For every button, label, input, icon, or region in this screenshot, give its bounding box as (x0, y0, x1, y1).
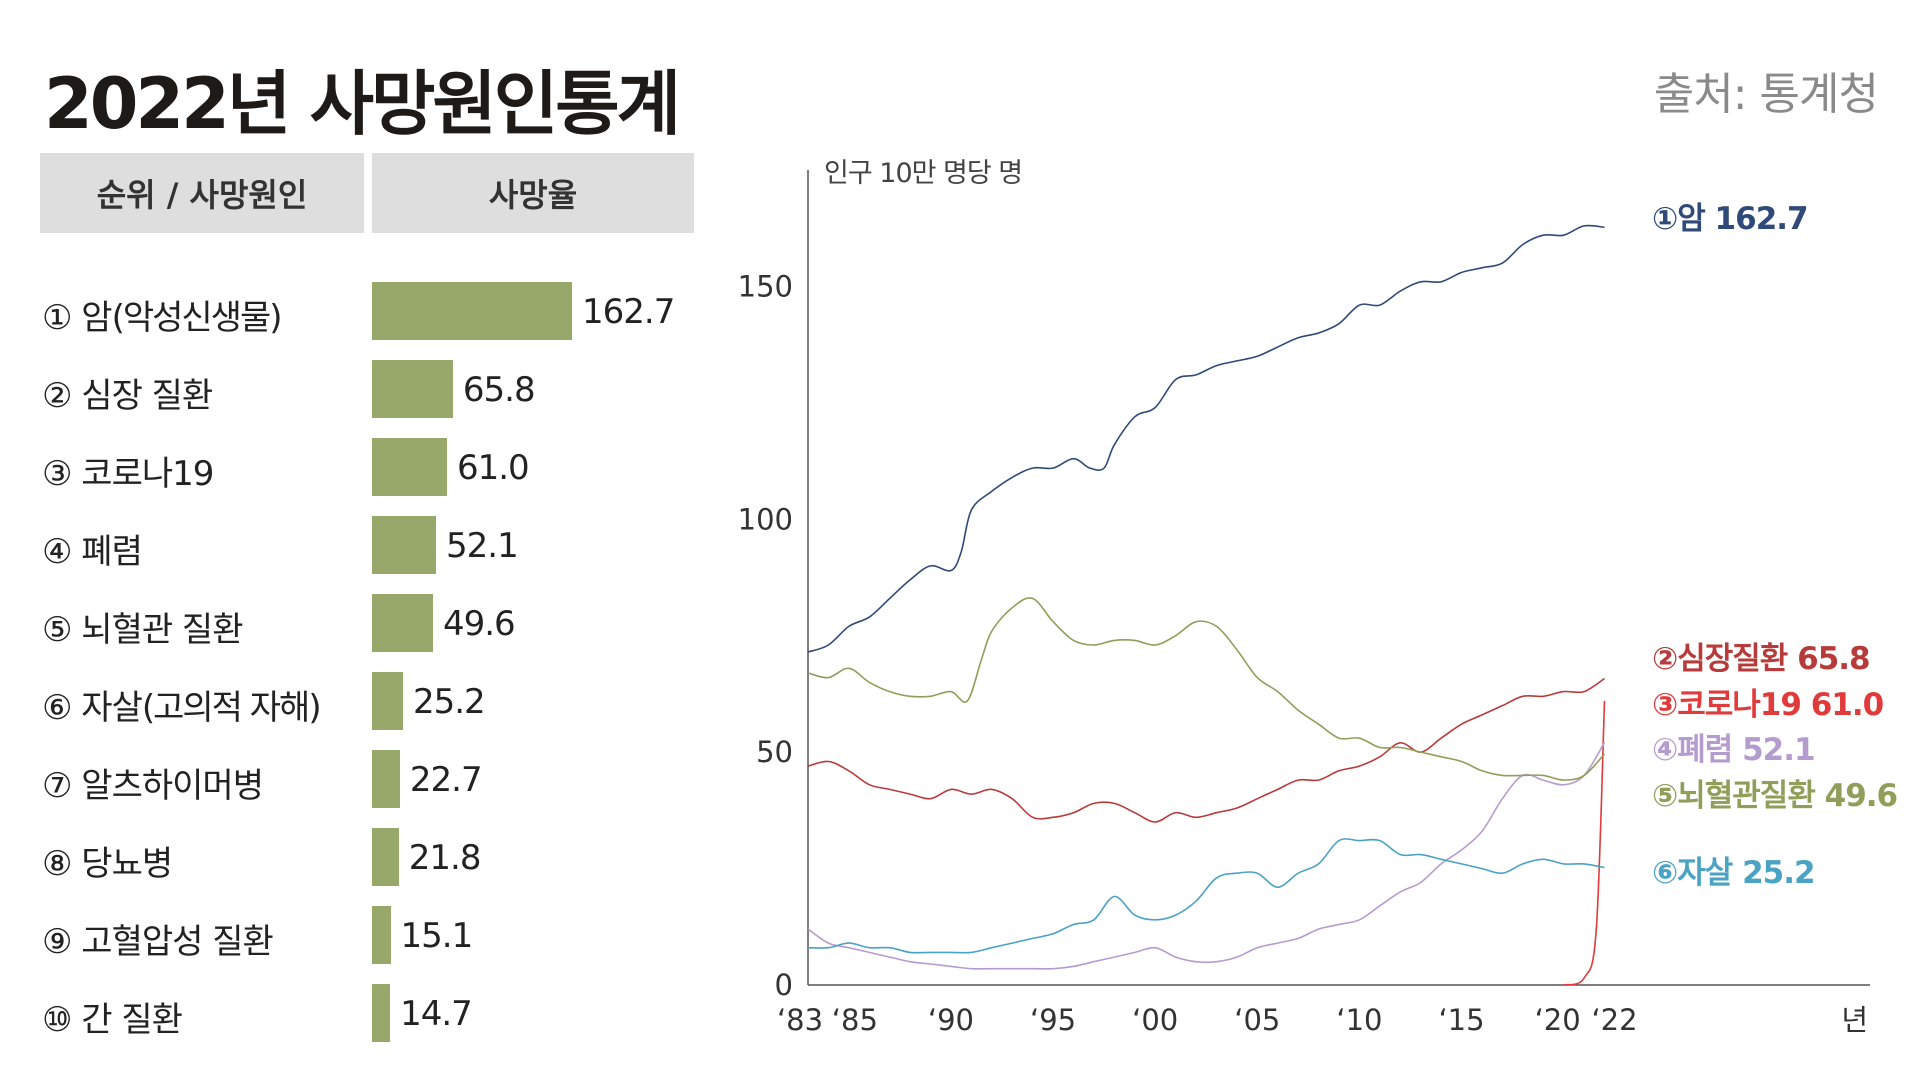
source-label: 출처: 통계청 (1653, 69, 1879, 120)
x-tick-label: ‘15 (1438, 1003, 1484, 1037)
series-line-suicide (807, 838, 1605, 954)
rate-bar (372, 906, 391, 964)
x-tick-label: ‘05 (1234, 1003, 1280, 1037)
rate-value: 22.7 (409, 760, 483, 800)
cause-detail: (악성신생물) (111, 298, 283, 338)
x-tick-label: ‘20 (1535, 1003, 1581, 1037)
rate-bar (372, 516, 437, 574)
ranking-row: ⑦ 알츠하이머병 22.7 (0, 750, 700, 814)
ranking-row: ⑧ 당뇨병 21.8 (0, 828, 700, 892)
cause-name: ④ 폐렴 (42, 532, 143, 572)
series-line-cancer (807, 224, 1605, 653)
ranking-row: ③ 코로나19 61.0 (0, 438, 700, 502)
rate-value: 21.8 (408, 838, 482, 878)
cause-label: ⑨ 고혈압성 질환 (42, 914, 274, 963)
rate-value: 65.8 (462, 370, 536, 410)
series-label-corona: ③코로나19 61.0 (1652, 687, 1884, 723)
series-label-heart: ②심장질환 65.8 (1652, 641, 1870, 677)
ranking-row: ④ 폐렴 52.1 (0, 516, 700, 580)
y-axis-unit-label: 인구 10만 명당 명 (824, 158, 1022, 189)
rate-bar (372, 438, 447, 496)
rate-bar (372, 750, 400, 808)
y-tick-label: 100 (738, 502, 793, 536)
x-tick-label: ‘90 (928, 1003, 974, 1037)
rate-value: 14.7 (400, 994, 473, 1034)
cause-name: ③ 코로나19 (42, 454, 214, 494)
ranking-row: ⑤ 뇌혈관 질환 49.6 (0, 594, 700, 658)
cause-name: ⑦ 알츠하이머병 (42, 766, 264, 806)
series-line-heart (807, 677, 1605, 823)
rate-bar (372, 984, 391, 1042)
ranking-row: ② 심장 질환 65.8 (0, 360, 700, 424)
rate-bar (372, 594, 433, 652)
rate-value: 162.7 (582, 292, 675, 332)
series-line-pneumonia (807, 741, 1606, 970)
rate-value: 52.1 (446, 526, 519, 566)
x-tick-label: ‘95 (1030, 1003, 1076, 1037)
y-tick-label: 150 (738, 269, 793, 303)
cause-label: ⑦ 알츠하이머병 (42, 758, 264, 807)
cause-name: ⑩ 간 질환 (42, 1000, 183, 1040)
table-header-rate: 사망율 (372, 153, 694, 233)
rate-value: 15.1 (400, 916, 474, 956)
ranking-row: ⑥ 자살(고의적 자해) 25.2 (0, 672, 700, 736)
ranking-row: ① 암(악성신생물) 162.7 (0, 282, 700, 346)
x-tick-label: ‘83 (777, 1003, 823, 1037)
rate-bar (372, 282, 572, 340)
y-tick-label: 50 (756, 735, 793, 769)
cause-label: ② 심장 질환 (42, 368, 213, 417)
rate-bar (372, 828, 399, 886)
x-tick-label: ‘10 (1336, 1003, 1382, 1037)
cause-label: ① 암(악성신생물) (42, 290, 283, 339)
cause-label: ⑩ 간 질환 (42, 992, 183, 1041)
y-tick-label: 0 (775, 968, 793, 1002)
cause-label: ④ 폐렴 (42, 524, 143, 573)
x-tick-label: ‘85 (832, 1003, 878, 1037)
cause-detail: (고의적 자해) (141, 688, 322, 728)
cause-name: ⑥ 자살 (42, 688, 143, 728)
x-tick-label: ‘22 (1591, 1003, 1637, 1037)
series-label-stroke: ⑤뇌혈관질환 49.6 (1652, 778, 1897, 814)
rate-value: 49.6 (442, 604, 516, 644)
series-label-pneumonia: ④폐렴 52.1 (1652, 732, 1815, 768)
rate-value: 61.0 (456, 448, 530, 488)
cause-name: ① 암 (42, 298, 113, 338)
cause-name: ⑧ 당뇨병 (42, 844, 173, 884)
series-label-cancer: ①암 162.7 (1652, 201, 1808, 237)
cause-name: ⑤ 뇌혈관 질환 (42, 610, 243, 650)
series-line-stroke (807, 597, 1606, 781)
cause-label: ⑤ 뇌혈관 질환 (42, 602, 243, 651)
ranking-row: ⑨ 고혈압성 질환 15.1 (0, 906, 700, 970)
cause-label: ⑧ 당뇨병 (42, 836, 173, 885)
rate-value: 25.2 (412, 682, 486, 722)
rate-bar (372, 672, 403, 730)
cause-label: ③ 코로나19 (42, 446, 214, 495)
cause-name: ② 심장 질환 (42, 376, 213, 416)
table-header-rank-cause: 순위 / 사망원인 (40, 153, 364, 233)
series-line-corona (1563, 700, 1606, 986)
rate-bar (372, 360, 453, 418)
cause-label: ⑥ 자살(고의적 자해) (42, 680, 322, 729)
page-title: 2022년 사망원인통계 (44, 63, 681, 145)
x-tick-label: ‘00 (1132, 1003, 1178, 1037)
series-label-suicide: ⑥자살 25.2 (1652, 855, 1815, 891)
x-axis-unit-label: 년 (1841, 1003, 1868, 1037)
cause-name: ⑨ 고혈압성 질환 (42, 922, 274, 962)
ranking-row: ⑩ 간 질환 14.7 (0, 984, 700, 1048)
